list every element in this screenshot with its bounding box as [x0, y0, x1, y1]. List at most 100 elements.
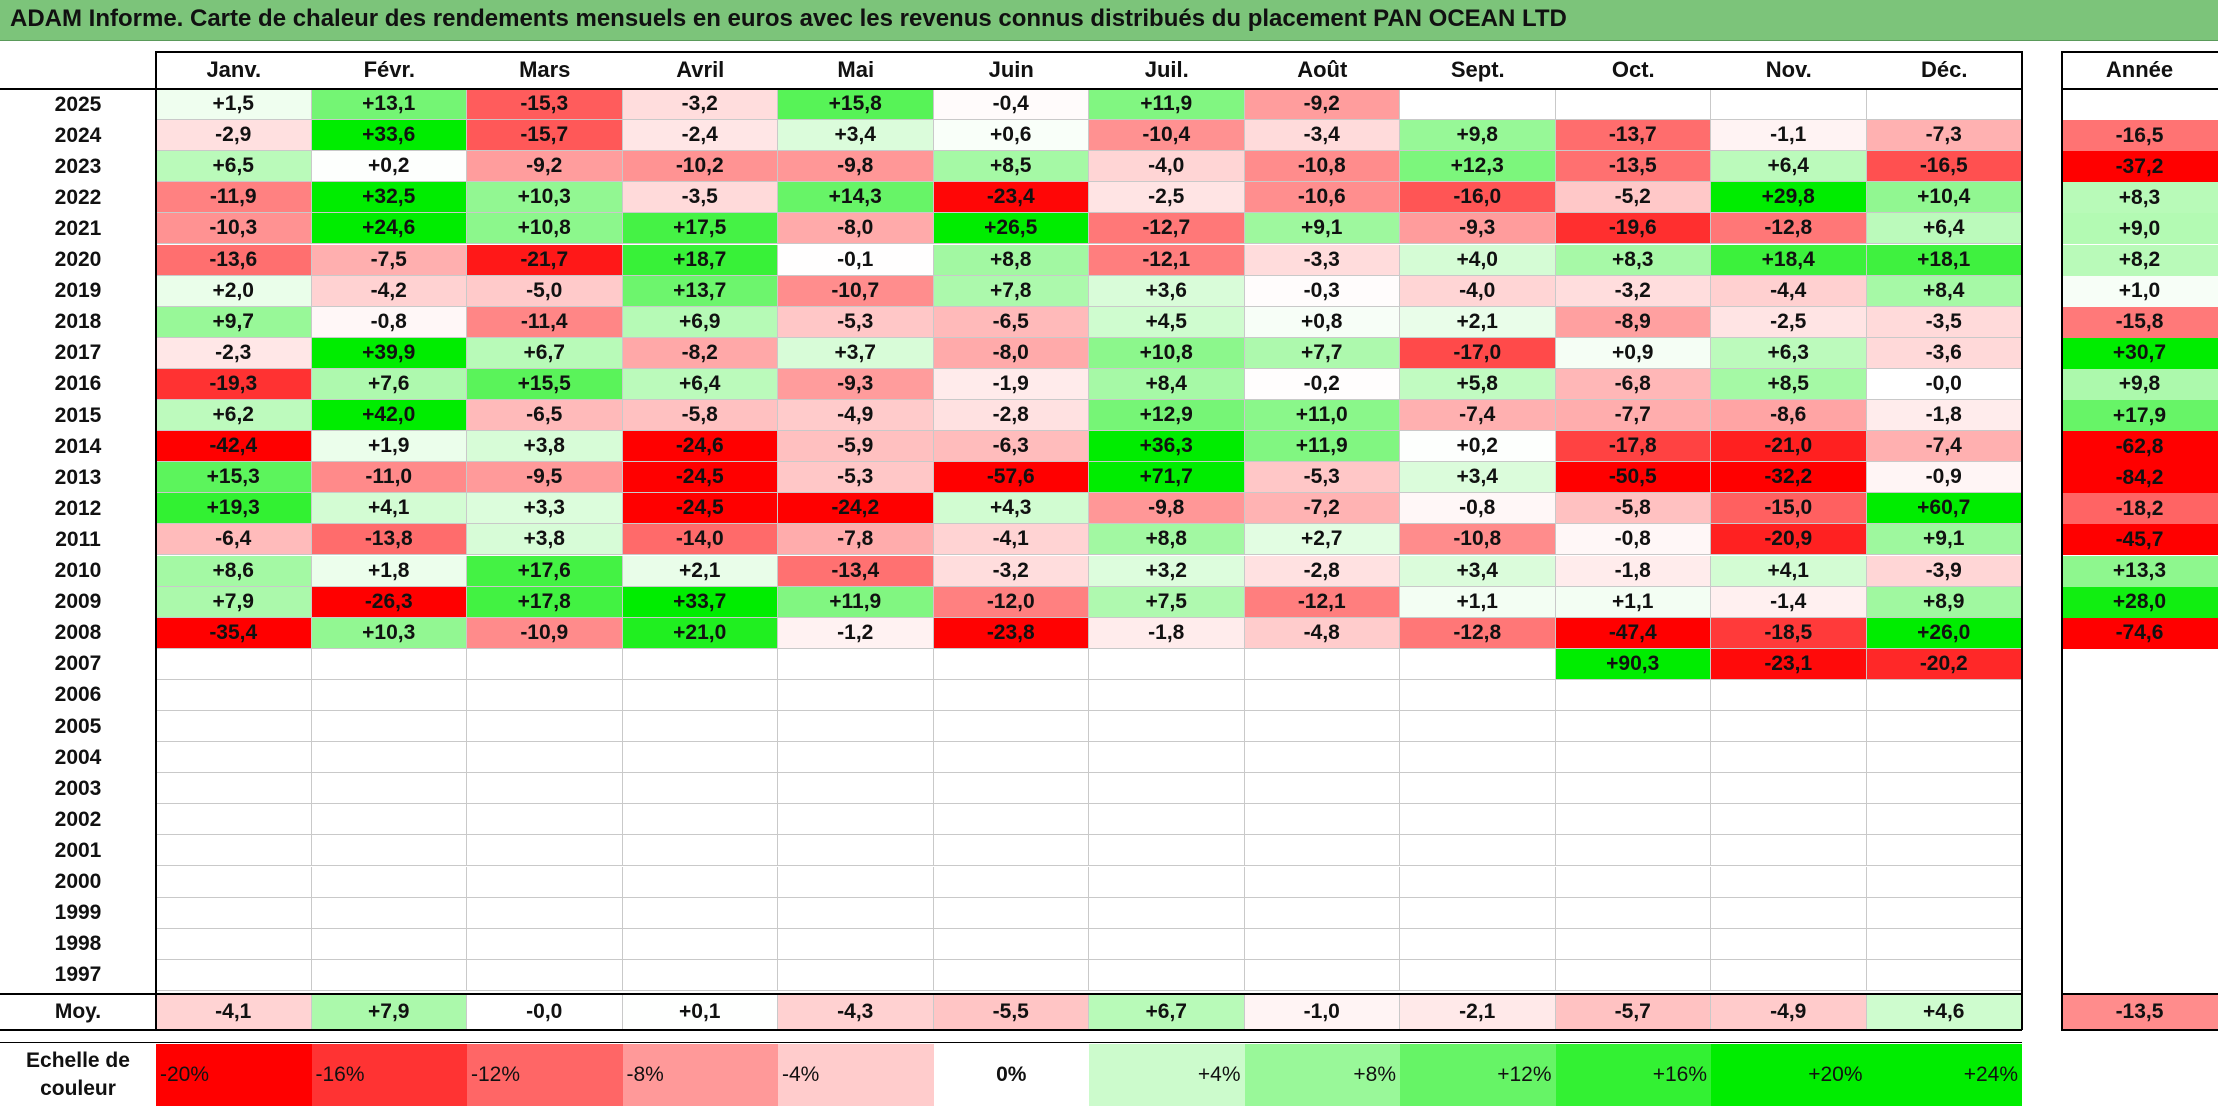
annual-cell: +1,0 — [2061, 275, 2218, 307]
heatmap-cell: +24,6 — [311, 213, 467, 245]
annual-cell: -37,2 — [2061, 151, 2218, 183]
heatmap-cell — [156, 648, 312, 680]
annual-cell: -74,6 — [2061, 617, 2218, 649]
heatmap-cell — [1555, 742, 1711, 774]
heatmap-cell: -1,4 — [1711, 586, 1867, 618]
heatmap-cell — [1555, 711, 1711, 743]
heatmap-cell — [933, 742, 1089, 774]
color-scale-step: +8% — [1244, 1044, 1400, 1106]
heatmap-cell: -13,5 — [1555, 151, 1711, 183]
average-cell: -2,1 — [1400, 994, 1556, 1030]
heatmap-cell: -3,6 — [1866, 337, 2022, 369]
heatmap-cell: -8,9 — [1555, 306, 1711, 338]
heatmap-cell — [311, 835, 467, 867]
heatmap-cell: +11,9 — [778, 586, 934, 618]
heatmap-cell: +8,3 — [1555, 244, 1711, 276]
heatmap-cell: -7,4 — [1866, 431, 2022, 463]
average-cell: -5,5 — [933, 994, 1089, 1030]
heatmap-cell — [311, 866, 467, 898]
heatmap-cell: -4,0 — [1400, 275, 1556, 307]
average-cell: +7,9 — [311, 994, 467, 1030]
heatmap-cell: -10,9 — [467, 617, 623, 649]
heatmap-cell: -4,0 — [1089, 151, 1245, 183]
heatmap-cell: -2,5 — [1711, 306, 1867, 338]
heatmap-cell — [622, 742, 778, 774]
heatmap-cell: +3,2 — [1089, 555, 1245, 587]
heatmap-cell — [1555, 928, 1711, 960]
heatmap-cell — [467, 679, 623, 711]
heatmap-cell — [1866, 804, 2022, 836]
heatmap-cell: -35,4 — [156, 617, 312, 649]
heatmap-cell: +6,4 — [1711, 151, 1867, 183]
heatmap-cell — [1866, 742, 2022, 774]
color-scale-step: +20% — [1711, 1044, 1867, 1106]
heatmap-cell — [1400, 897, 1556, 929]
average-top-border — [0, 993, 2022, 995]
heatmap-cell: -24,5 — [622, 462, 778, 494]
heatmap-cell — [622, 897, 778, 929]
year-label: 2001 — [54, 838, 102, 862]
annual-average-border — [2061, 993, 2218, 995]
annual-cell — [2061, 742, 2218, 773]
heatmap-cell: -8,2 — [622, 337, 778, 369]
heatmap-cell: -0,3 — [1244, 275, 1400, 307]
heatmap-cell: -15,0 — [1711, 493, 1867, 525]
heatmap-cell: -10,6 — [1244, 182, 1400, 214]
heatmap-cell: -5,3 — [778, 306, 934, 338]
heatmap-cell: -0,8 — [1400, 493, 1556, 525]
heatmap-cell: +14,3 — [778, 182, 934, 214]
year-label: 2016 — [54, 372, 102, 396]
heatmap-cell — [1866, 89, 2022, 121]
heatmap-cell: +8,4 — [1089, 368, 1245, 400]
annual-cell — [2061, 711, 2218, 742]
heatmap-cell — [311, 959, 467, 991]
month-header: Mars — [519, 57, 571, 82]
heatmap-cell: -6,5 — [467, 400, 623, 432]
heatmap-cell: +15,8 — [778, 89, 934, 121]
heatmap-cell: +6,5 — [156, 151, 312, 183]
year-label: 2024 — [54, 123, 102, 147]
heatmap-cell — [311, 804, 467, 836]
heatmap-cell — [933, 773, 1089, 805]
heatmap-cell: +1,8 — [311, 555, 467, 587]
heatmap-cell — [156, 711, 312, 743]
average-cell: +4,6 — [1866, 994, 2022, 1030]
heatmap-cell: -10,2 — [622, 151, 778, 183]
heatmap-cell — [1555, 835, 1711, 867]
annual-cell — [2061, 680, 2218, 711]
year-label: 1997 — [54, 963, 102, 987]
heatmap-cell — [467, 742, 623, 774]
heatmap-cell — [1089, 742, 1245, 774]
heatmap-cell — [1400, 679, 1556, 711]
color-scale-step: -12% — [467, 1044, 623, 1106]
heatmap-cell — [1244, 897, 1400, 929]
heatmap-cell: +8,6 — [156, 555, 312, 587]
color-scale-step: -16% — [311, 1044, 467, 1106]
header-top-border — [156, 51, 2022, 53]
month-header: Mai — [837, 57, 875, 82]
heatmap-cell: -5,0 — [467, 275, 623, 307]
heatmap-cell: -2,8 — [1244, 555, 1400, 587]
heatmap-cell: -12,1 — [1089, 244, 1245, 276]
year-label: 2002 — [54, 807, 102, 831]
heatmap-cell — [1400, 711, 1556, 743]
page-title: ADAM Informe. Carte de chaleur des rende… — [10, 5, 1567, 32]
heatmap-cell: -16,5 — [1866, 151, 2022, 183]
heatmap-cell: +1,1 — [1555, 586, 1711, 618]
heatmap-cell — [1555, 959, 1711, 991]
heatmap-cell — [311, 773, 467, 805]
heatmap-cell: +19,3 — [156, 493, 312, 525]
color-scale-label: Echelle de couleur — [0, 1044, 156, 1106]
heatmap-cell — [1089, 835, 1245, 867]
heatmap-cell: -8,0 — [933, 337, 1089, 369]
heatmap-cell — [622, 711, 778, 743]
heatmap-cell — [467, 866, 623, 898]
heatmap-cell — [1711, 679, 1867, 711]
heatmap-cell: +42,0 — [311, 400, 467, 432]
heatmap-cell: +11,9 — [1089, 89, 1245, 121]
heatmap-cell: -32,2 — [1711, 462, 1867, 494]
heatmap-cell — [1866, 679, 2022, 711]
heatmap-cell — [933, 804, 1089, 836]
color-scale-label-line2: couleur — [40, 1077, 116, 1100]
heatmap-cell — [156, 773, 312, 805]
